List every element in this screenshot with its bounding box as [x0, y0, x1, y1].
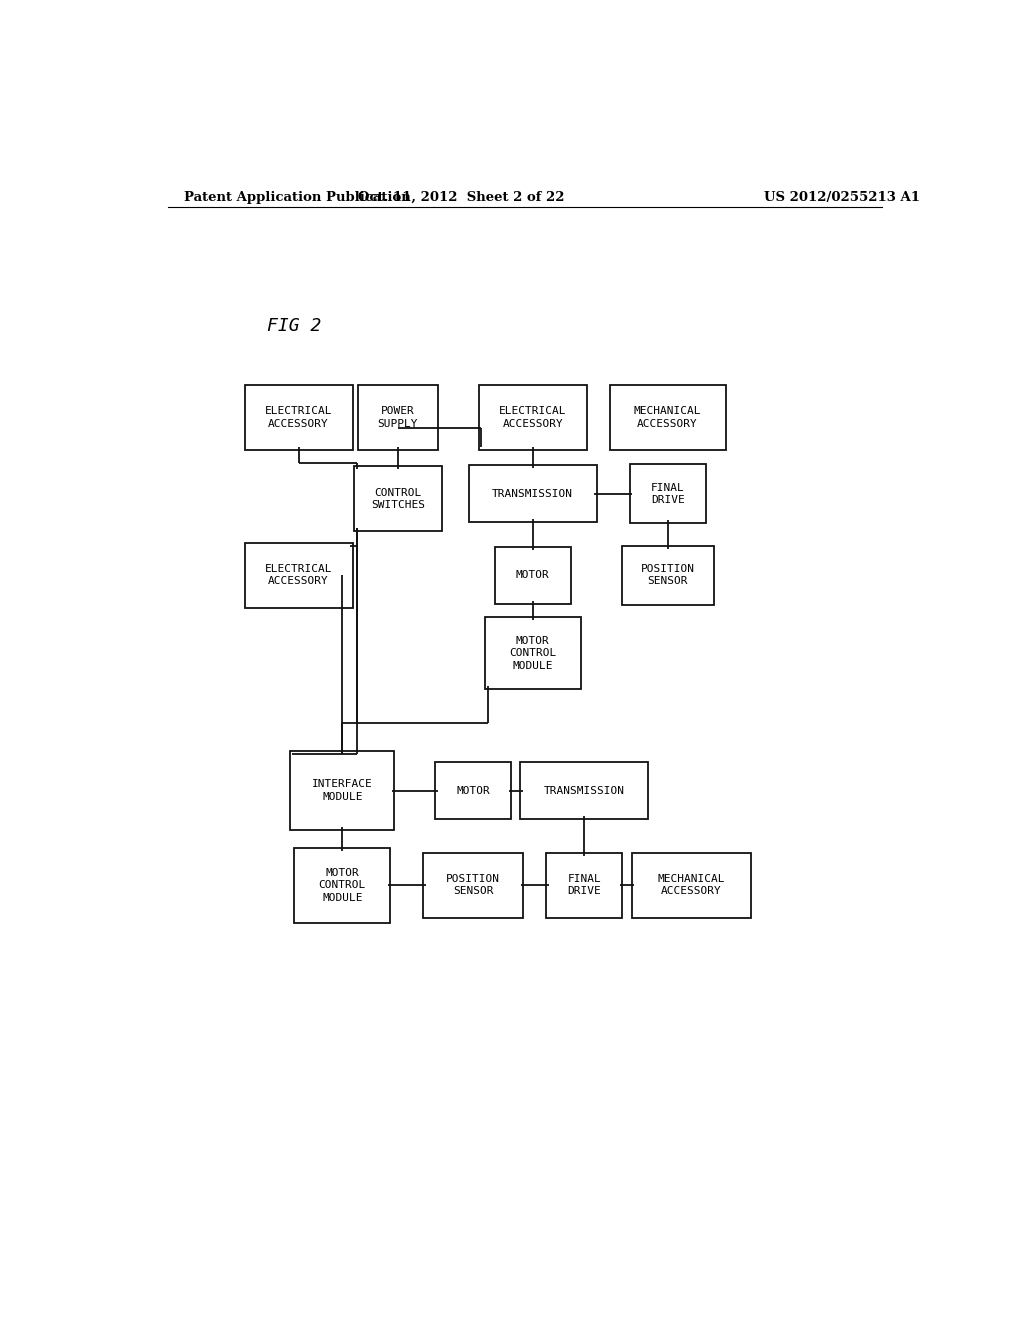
Text: Patent Application Publication: Patent Application Publication — [183, 190, 411, 203]
FancyBboxPatch shape — [245, 385, 352, 450]
Text: ELECTRICAL
ACCESSORY: ELECTRICAL ACCESSORY — [499, 407, 566, 429]
FancyBboxPatch shape — [479, 385, 587, 450]
FancyBboxPatch shape — [469, 466, 597, 523]
FancyBboxPatch shape — [630, 465, 706, 523]
Text: MOTOR: MOTOR — [516, 570, 550, 579]
FancyBboxPatch shape — [290, 751, 394, 830]
Text: TRANSMISSION: TRANSMISSION — [493, 488, 573, 499]
FancyBboxPatch shape — [294, 847, 390, 923]
FancyBboxPatch shape — [632, 853, 752, 917]
Text: POSITION
SENSOR: POSITION SENSOR — [446, 874, 500, 896]
FancyBboxPatch shape — [622, 545, 714, 605]
FancyBboxPatch shape — [245, 543, 352, 607]
Text: US 2012/0255213 A1: US 2012/0255213 A1 — [764, 190, 921, 203]
FancyBboxPatch shape — [484, 618, 581, 689]
FancyBboxPatch shape — [435, 762, 511, 818]
FancyBboxPatch shape — [495, 546, 570, 603]
FancyBboxPatch shape — [423, 853, 523, 917]
Text: MOTOR: MOTOR — [457, 785, 490, 796]
Text: MOTOR
CONTROL
MODULE: MOTOR CONTROL MODULE — [509, 636, 556, 671]
Text: ELECTRICAL
ACCESSORY: ELECTRICAL ACCESSORY — [265, 564, 333, 586]
FancyBboxPatch shape — [353, 466, 442, 532]
Text: MECHANICAL
ACCESSORY: MECHANICAL ACCESSORY — [634, 407, 701, 429]
FancyBboxPatch shape — [609, 385, 726, 450]
FancyBboxPatch shape — [357, 385, 438, 450]
Text: MOTOR
CONTROL
MODULE: MOTOR CONTROL MODULE — [318, 867, 366, 903]
FancyBboxPatch shape — [546, 853, 623, 917]
Text: TRANSMISSION: TRANSMISSION — [544, 785, 625, 796]
Text: ELECTRICAL
ACCESSORY: ELECTRICAL ACCESSORY — [265, 407, 333, 429]
Text: Oct. 11, 2012  Sheet 2 of 22: Oct. 11, 2012 Sheet 2 of 22 — [358, 190, 564, 203]
Text: FIG 2: FIG 2 — [267, 317, 322, 335]
Text: POWER
SUPPLY: POWER SUPPLY — [378, 407, 418, 429]
Text: INTERFACE
MODULE: INTERFACE MODULE — [312, 779, 373, 801]
Text: MECHANICAL
ACCESSORY: MECHANICAL ACCESSORY — [657, 874, 725, 896]
Text: FINAL
DRIVE: FINAL DRIVE — [651, 483, 684, 506]
FancyBboxPatch shape — [520, 762, 648, 818]
Text: FINAL
DRIVE: FINAL DRIVE — [567, 874, 601, 896]
Text: CONTROL
SWITCHES: CONTROL SWITCHES — [371, 487, 425, 510]
Text: POSITION
SENSOR: POSITION SENSOR — [641, 564, 694, 586]
